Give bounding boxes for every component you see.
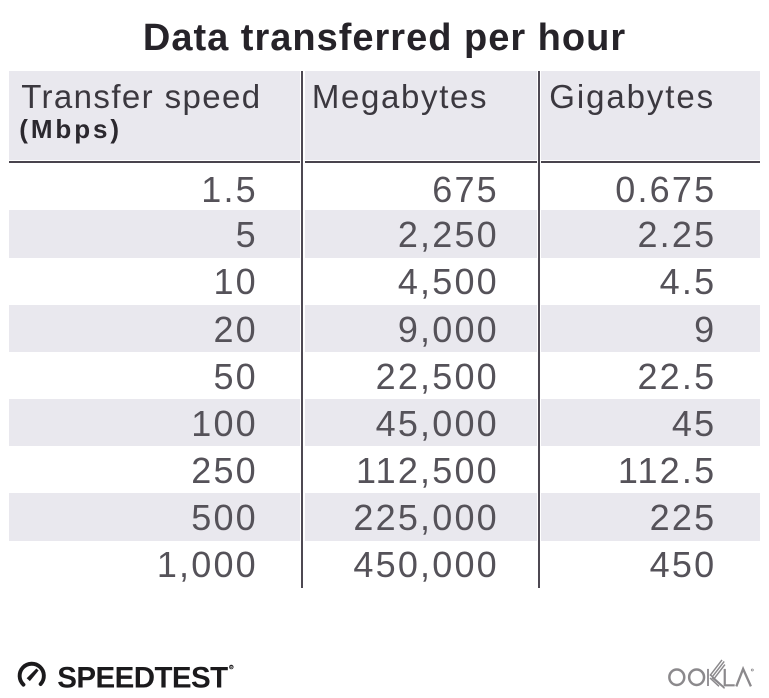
svg-text:SPEEDTEST: SPEEDTEST [57, 661, 228, 694]
